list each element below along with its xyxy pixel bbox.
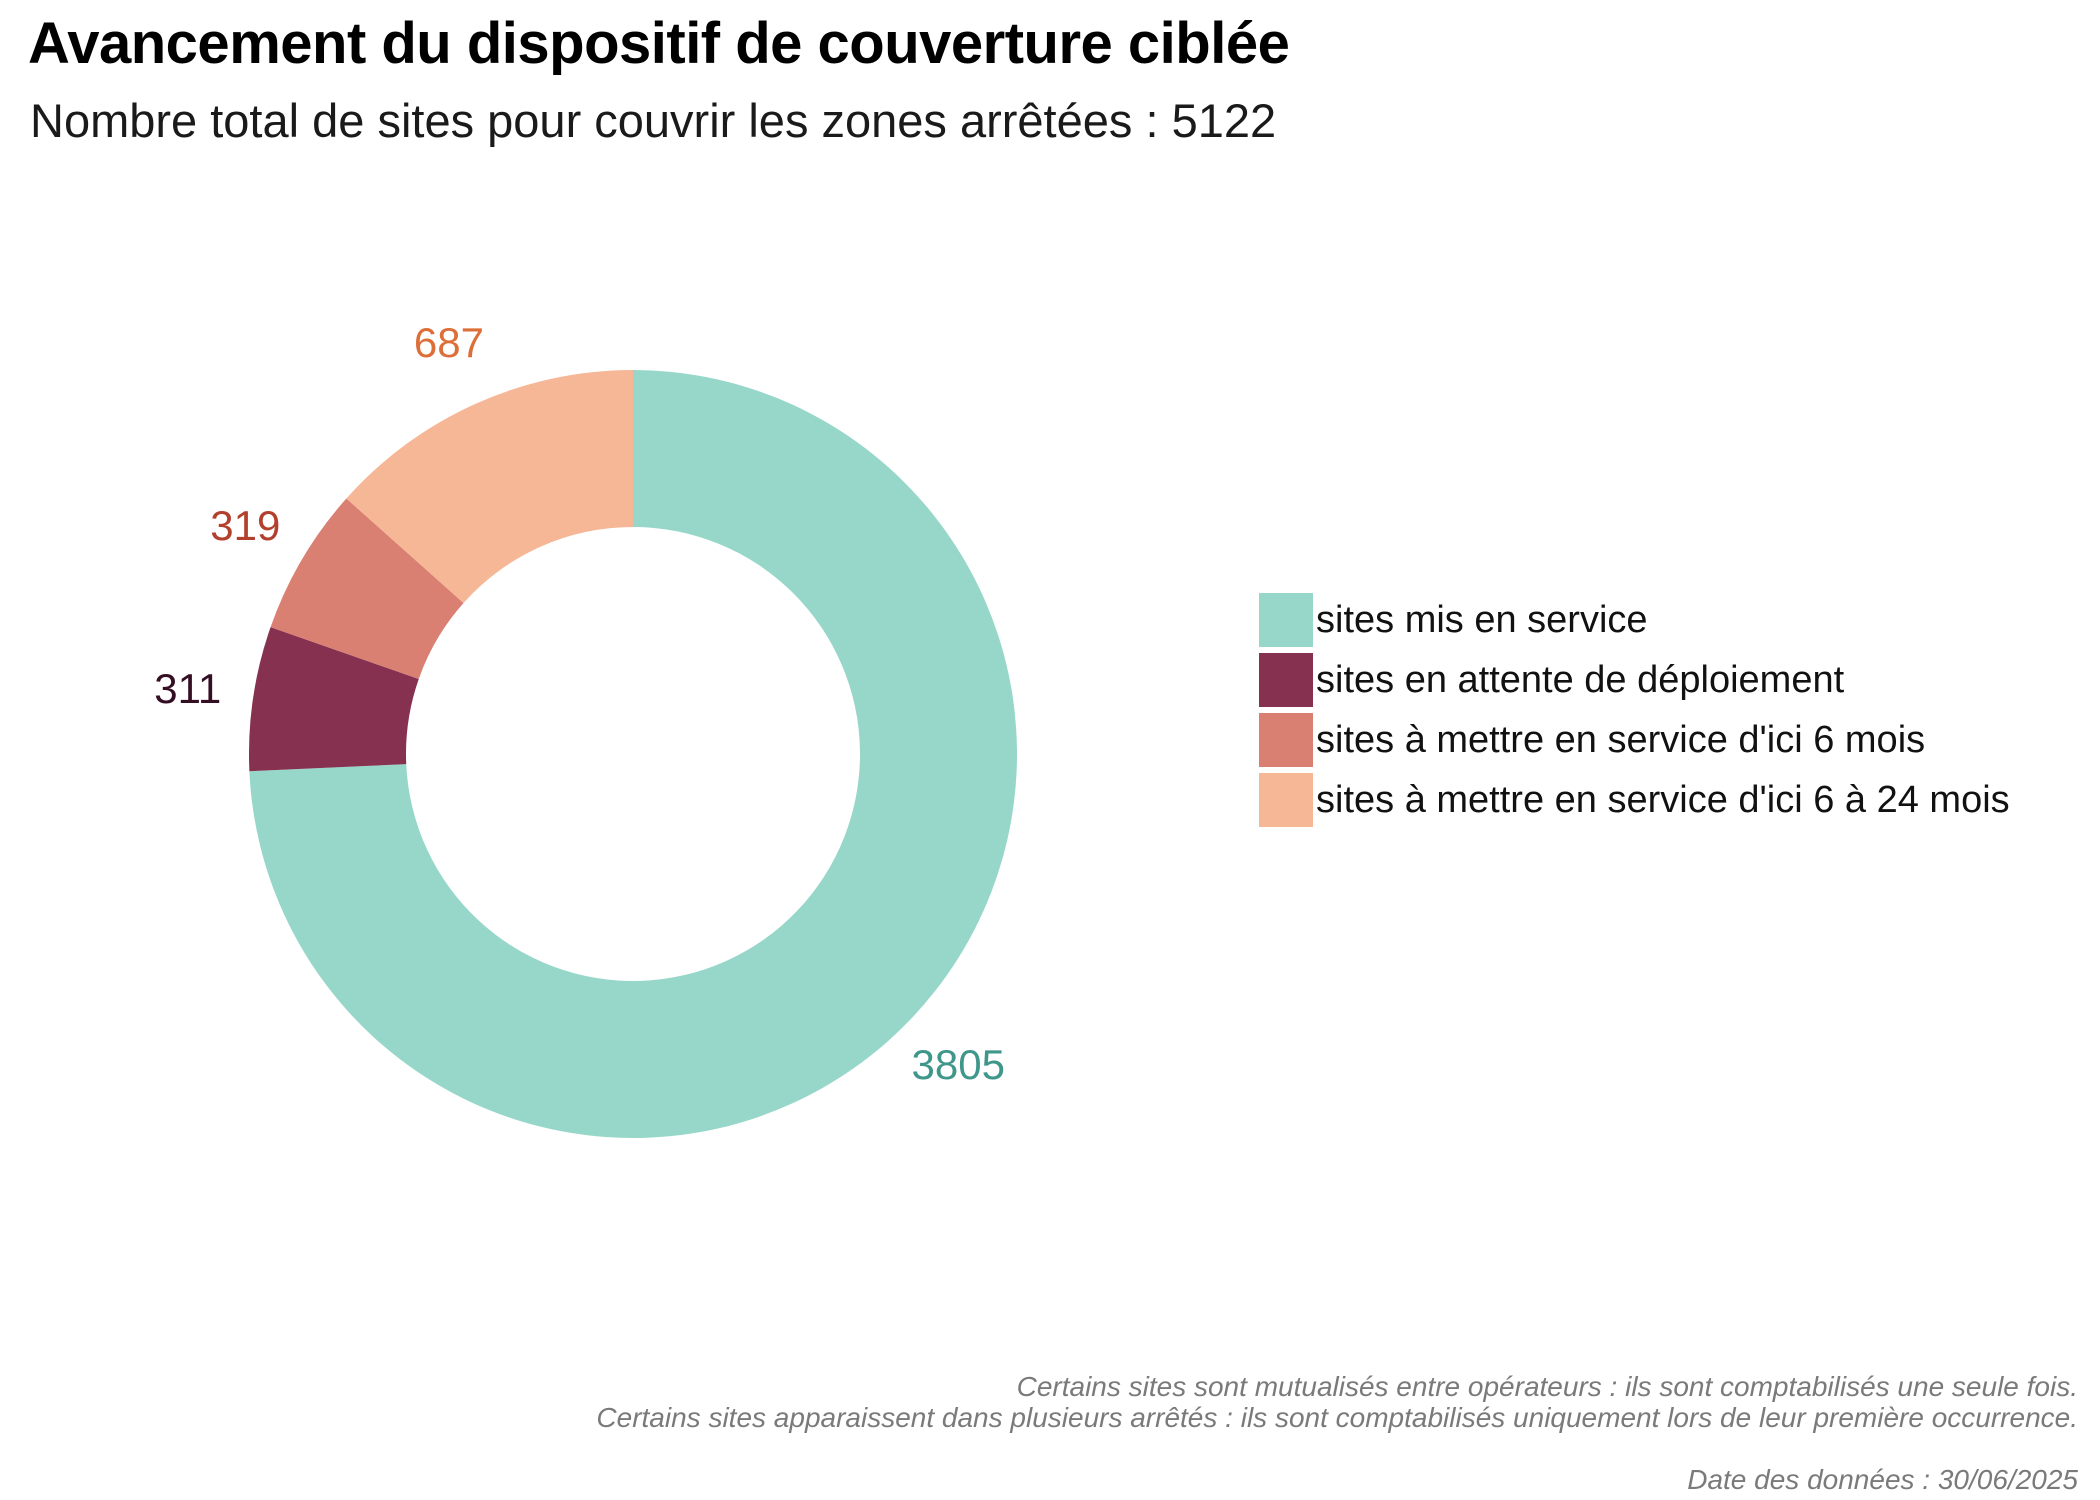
donut-slice-3 [346,370,633,603]
data-date: Date des données : 30/06/2025 [1687,1464,2078,1495]
page-subtitle: Nombre total de sites pour couvrir les z… [30,94,1277,147]
legend-label: sites à mettre en service d'ici 6 à 24 m… [1316,779,2010,821]
legend-label: sites en attente de déploiement [1316,659,1845,701]
legend-item-6-mois: sites à mettre en service d'ici 6 mois [1259,713,2010,767]
slice-value-label-attente-deploiement: 311 [154,664,222,712]
legend-swatch-6-24-mois [1259,773,1313,827]
legend-item-attente-deploiement: sites en attente de déploiement [1259,653,2010,707]
chart-legend: sites mis en service sites en attente de… [1259,593,2010,827]
legend-swatch-attente-deploiement [1259,653,1313,707]
legend-label: sites mis en service [1316,599,1648,641]
legend-swatch-mis-en-service [1259,593,1313,647]
slice-value-label-mis-en-service: 3805 [911,1040,1005,1088]
footnotes: Certains sites sont mutualisés entre opé… [596,1371,2078,1433]
donut-slice-1 [248,627,419,772]
donut-slice-0 [249,370,1017,1138]
legend-swatch-6-mois [1259,713,1313,767]
footnote-line-1: Certains sites sont mutualisés entre opé… [1016,1371,2078,1402]
page-title: Avancement du dispositif de couverture c… [28,11,1290,76]
legend-label: sites à mettre en service d'ici 6 mois [1316,719,1926,761]
donut-slice-2 [270,498,464,679]
legend-item-mis-en-service: sites mis en service [1259,593,2010,647]
legend-item-6-24-mois: sites à mettre en service d'ici 6 à 24 m… [1259,773,2010,827]
footnote-line-2: Certains sites apparaissent dans plusieu… [596,1402,2078,1433]
slice-value-label-6-mois: 319 [210,501,281,549]
slice-value-label-6-24-mois: 687 [413,319,484,367]
